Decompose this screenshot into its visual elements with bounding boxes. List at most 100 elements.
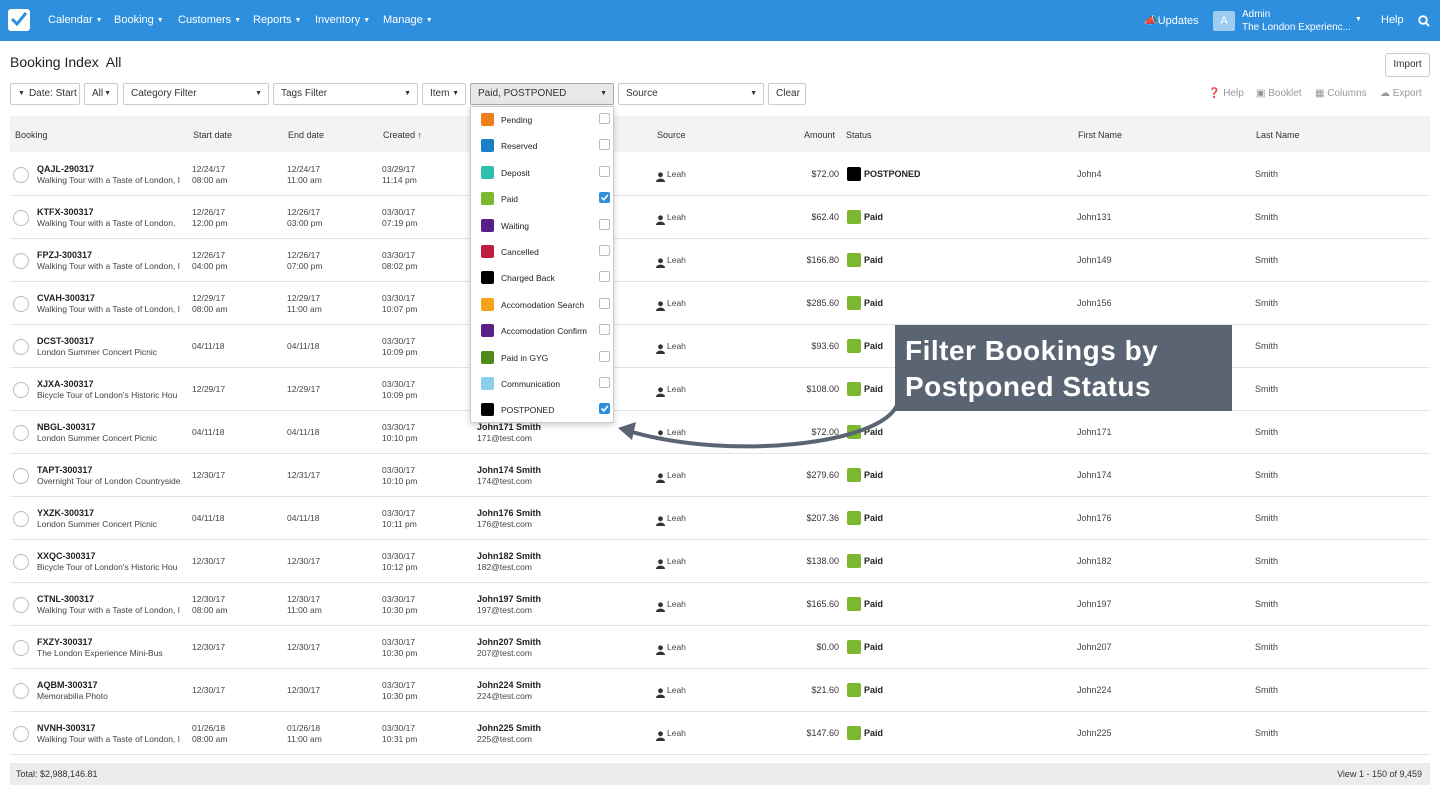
checkbox[interactable]	[599, 350, 610, 362]
tags-filter[interactable]: Tags Filter ▼	[273, 83, 418, 105]
booking-id[interactable]: DCST-300317	[37, 336, 95, 346]
checkbox[interactable]	[599, 324, 610, 336]
avatar[interactable]: A	[1213, 11, 1235, 31]
table-row[interactable]: NBGL-300317 London Summer Concert Picnic 0…	[10, 411, 1430, 454]
checkbox[interactable]	[599, 297, 610, 309]
customer-name[interactable]: John224 Smith	[477, 680, 542, 690]
row-select-radio[interactable]	[13, 597, 29, 613]
col-last-name[interactable]: Last Name	[1256, 130, 1300, 140]
checkbox[interactable]	[599, 113, 610, 124]
booking-id[interactable]: NVNH-300317	[37, 723, 96, 733]
customer-name[interactable]: John182 Smith	[477, 551, 542, 561]
table-row[interactable]: CTNL-300317 Walking Tour with a Taste of …	[10, 583, 1430, 626]
customer-name[interactable]: John176 Smith	[477, 508, 542, 518]
updates-button[interactable]: 📣Updates	[1144, 15, 1199, 27]
table-row[interactable]: XXQC-300317 Bicycle Tour of London's Hist…	[10, 540, 1430, 583]
col-created[interactable]: Created ↑	[383, 130, 423, 140]
row-select-radio[interactable]	[13, 296, 29, 312]
col-source[interactable]: Source	[657, 130, 686, 140]
table-row[interactable]: XJXA-300317 Bicycle Tour of London's Hist…	[10, 368, 1430, 411]
row-select-radio[interactable]	[13, 339, 29, 355]
table-row[interactable]: FPZJ-300317 Walking Tour with a Taste of …	[10, 239, 1430, 282]
export-tool[interactable]: ☁ Export	[1380, 88, 1422, 99]
status-option[interactable]: Accomodation Search	[471, 292, 613, 318]
nav-inventory[interactable]: Inventory ▼	[315, 14, 371, 26]
category-filter[interactable]: Category Filter ▼	[123, 83, 269, 105]
booking-id[interactable]: TAPT-300317	[37, 465, 93, 475]
checkbox[interactable]	[599, 403, 610, 415]
col-first-name[interactable]: First Name	[1078, 130, 1123, 140]
source-filter[interactable]: Source ▼	[618, 83, 764, 105]
col-status[interactable]: Status	[846, 130, 872, 140]
status-option[interactable]: Communication	[471, 371, 613, 397]
booking-id[interactable]: YXZK-300317	[37, 508, 95, 518]
booking-id[interactable]: FPZJ-300317	[37, 250, 93, 260]
status-option[interactable]: Deposit	[471, 160, 613, 186]
customer-name[interactable]: John207 Smith	[477, 637, 542, 647]
col-booking[interactable]: Booking	[15, 130, 48, 140]
table-row[interactable]: CVAH-300317 Walking Tour with a Taste of …	[10, 282, 1430, 325]
col-start-date[interactable]: Start date	[193, 130, 233, 140]
status-option[interactable]: POSTPONED	[471, 397, 613, 423]
booking-id[interactable]: XXQC-300317	[37, 551, 96, 561]
status-option[interactable]: Charged Back	[471, 265, 613, 291]
table-row[interactable]: AQBM-300317 Memorabilia Photo 12/30/17 12/3…	[10, 669, 1430, 712]
table-row[interactable]: QAJL-290317 Walking Tour with a Taste of …	[10, 153, 1430, 196]
status-option[interactable]: Paid in GYG	[471, 345, 613, 371]
checkbox[interactable]	[599, 165, 610, 177]
checkbox[interactable]	[599, 218, 610, 230]
app-logo-icon[interactable]	[8, 9, 30, 31]
booking-id[interactable]: CVAH-300317	[37, 293, 95, 303]
date-range-select[interactable]: All ▼	[84, 83, 118, 105]
status-option[interactable]: Reserved	[471, 133, 613, 159]
nav-booking[interactable]: Booking ▼	[114, 14, 164, 26]
table-row[interactable]: KTFX-300317 Walking Tour with a Taste of …	[10, 196, 1430, 239]
nav-calendar[interactable]: Calendar ▼	[48, 14, 103, 26]
row-select-radio[interactable]	[13, 640, 29, 656]
booking-id[interactable]: FXZY-300317	[37, 637, 93, 647]
row-select-radio[interactable]	[13, 167, 29, 183]
customer-name[interactable]: John197 Smith	[477, 594, 542, 604]
checkbox[interactable]	[599, 245, 610, 256]
checkbox[interactable]	[599, 377, 610, 388]
table-row[interactable]: DCST-300317 London Summer Concert Picnic 0…	[10, 325, 1430, 368]
checkbox[interactable]	[599, 139, 610, 151]
booking-id[interactable]: XJXA-300317	[37, 379, 94, 389]
help-tool[interactable]: ❓ Help	[1208, 88, 1244, 99]
customer-name[interactable]: John171 Smith	[477, 422, 542, 432]
table-row[interactable]: TAPT-300317 Overnight Tour of London Coun…	[10, 454, 1430, 497]
status-filter[interactable]: Paid, POSTPONED ▼	[470, 83, 614, 105]
col-end-date[interactable]: End date	[288, 130, 325, 140]
row-select-radio[interactable]	[13, 425, 29, 441]
customer-name[interactable]: John225 Smith	[477, 723, 542, 733]
admin-org[interactable]: The London Experienc...	[1242, 22, 1351, 33]
checkbox[interactable]	[599, 192, 610, 204]
status-option[interactable]: Pending	[471, 107, 613, 133]
search-icon[interactable]	[1418, 14, 1430, 32]
col-amount[interactable]: Amount	[804, 130, 836, 140]
chevron-down-icon[interactable]: ▼	[1355, 16, 1362, 23]
customer-name[interactable]: John174 Smith	[477, 465, 542, 475]
booking-id[interactable]: NBGL-300317	[37, 422, 96, 432]
booking-id[interactable]: CTNL-300317	[37, 594, 95, 604]
table-row[interactable]: NVNH-300317 Walking Tour with a Taste of …	[10, 712, 1430, 755]
booking-id[interactable]: KTFX-300317	[37, 207, 94, 217]
row-select-radio[interactable]	[13, 382, 29, 398]
status-option[interactable]: Accomodation Confirm	[471, 318, 613, 344]
table-row[interactable]: YXZK-300317 London Summer Concert Picnic 0…	[10, 497, 1430, 540]
booklet-tool[interactable]: ▣ Booklet	[1256, 88, 1302, 99]
row-select-radio[interactable]	[13, 726, 29, 742]
admin-name[interactable]: Admin	[1242, 9, 1271, 20]
booking-id[interactable]: AQBM-300317	[37, 680, 98, 690]
checkbox[interactable]	[599, 271, 610, 283]
import-button[interactable]: Import	[1385, 53, 1430, 77]
table-row[interactable]: FXZY-300317 The London Experience Mini-Bu…	[10, 626, 1430, 669]
row-select-radio[interactable]	[13, 511, 29, 527]
row-select-radio[interactable]	[13, 210, 29, 226]
nav-customers[interactable]: Customers ▼	[178, 14, 242, 26]
status-option[interactable]: Waiting	[471, 213, 613, 239]
nav-manage[interactable]: Manage ▼	[383, 14, 433, 26]
date-filter[interactable]: ▼ Date: Start	[10, 83, 80, 105]
columns-tool[interactable]: ▦ Columns	[1315, 88, 1367, 99]
row-select-radio[interactable]	[13, 683, 29, 699]
